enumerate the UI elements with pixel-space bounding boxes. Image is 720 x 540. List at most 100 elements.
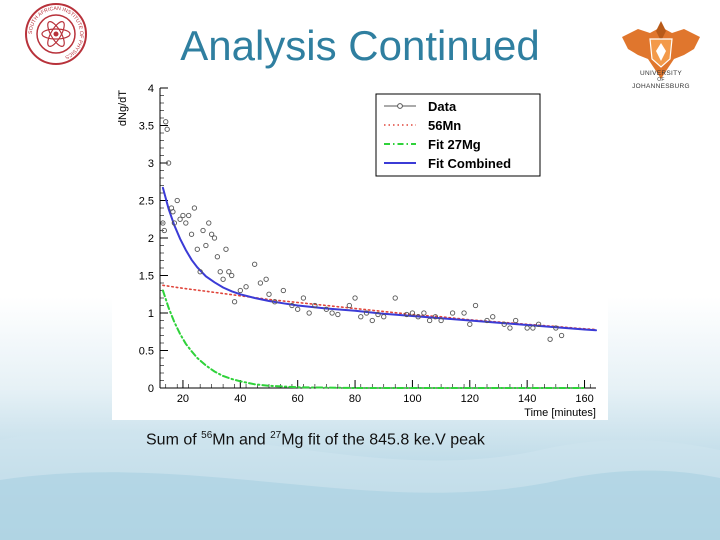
y-tick-label: 0.5 bbox=[139, 346, 154, 358]
chart-panel: 0 0.5 1 1.5 2 2.5 3 3.5 4 20 40 60 80 100 120 140 160 Tim… bbox=[112, 78, 608, 420]
data-point bbox=[530, 325, 536, 331]
y-tick-label: 4 bbox=[148, 83, 154, 95]
data-point bbox=[226, 269, 232, 275]
data-point bbox=[252, 261, 258, 267]
x-tick-label: 160 bbox=[575, 393, 593, 405]
data-point bbox=[163, 119, 169, 125]
data-point bbox=[171, 220, 177, 226]
data-point bbox=[231, 299, 238, 305]
data-point bbox=[164, 126, 170, 132]
x-axis-label: Time [minutes] bbox=[524, 407, 596, 419]
data-point bbox=[161, 227, 167, 234]
mn56-fit-line bbox=[162, 284, 597, 331]
data-point bbox=[535, 321, 542, 327]
y-tick-label: 1.5 bbox=[139, 271, 154, 283]
data-point bbox=[438, 317, 444, 324]
uj-logo-line1: UNIVERSITY bbox=[639, 70, 682, 77]
data-point bbox=[229, 272, 235, 279]
slide-title: Analysis Continued bbox=[180, 22, 540, 69]
uj-logo-line3: JOHANNESBURG bbox=[632, 83, 690, 90]
data-point bbox=[208, 231, 215, 237]
data-point bbox=[352, 295, 358, 301]
data-point bbox=[237, 287, 243, 294]
data-point bbox=[490, 314, 496, 320]
x-tick-label: 60 bbox=[292, 393, 304, 405]
data-point bbox=[461, 310, 467, 316]
x-tick-label: 120 bbox=[461, 393, 479, 405]
data-point bbox=[197, 269, 203, 275]
data-point bbox=[381, 314, 387, 320]
data-point bbox=[547, 336, 553, 342]
data-point bbox=[432, 314, 439, 320]
data-point bbox=[217, 269, 223, 275]
data-point bbox=[409, 310, 416, 316]
data-point bbox=[220, 276, 226, 282]
data-point bbox=[426, 317, 433, 324]
data-point bbox=[449, 310, 456, 316]
data-point bbox=[214, 254, 221, 260]
data-point bbox=[170, 209, 176, 215]
legend-label: Fit 27Mg bbox=[428, 137, 481, 152]
data-point bbox=[507, 325, 513, 331]
data-point bbox=[312, 302, 318, 309]
uj-logo-line2: OF bbox=[657, 77, 665, 83]
y-tick-label: 1 bbox=[148, 308, 154, 320]
data-point bbox=[211, 235, 218, 241]
y-tick-label: 3 bbox=[148, 158, 154, 170]
data-point bbox=[553, 325, 559, 331]
data-point bbox=[306, 310, 312, 316]
y-axis-label: dNg/dT bbox=[117, 90, 129, 126]
x-tick-label: 80 bbox=[349, 393, 361, 405]
data-point bbox=[263, 276, 269, 282]
mg27-fit-line bbox=[161, 289, 586, 389]
y-tick-label: 2 bbox=[148, 233, 154, 245]
data-point bbox=[329, 310, 335, 316]
slide-caption: Sum of 56Mn and 27Mg fit of the 845.8 ke… bbox=[146, 430, 485, 449]
data-point bbox=[300, 295, 307, 301]
data-point bbox=[404, 311, 410, 318]
y-tick-label: 3.5 bbox=[139, 121, 154, 133]
data-point bbox=[472, 302, 479, 309]
combined-fit-line bbox=[161, 186, 597, 332]
data-point bbox=[160, 220, 166, 226]
data-point bbox=[323, 306, 330, 312]
data-point bbox=[186, 212, 192, 219]
data-point bbox=[177, 216, 183, 222]
data-point bbox=[392, 295, 398, 301]
data-point bbox=[558, 332, 565, 339]
data-point bbox=[174, 197, 180, 204]
y-tick-label: 0 bbox=[148, 383, 154, 395]
data-point bbox=[289, 302, 295, 309]
data-point bbox=[358, 314, 364, 320]
data-point bbox=[280, 287, 286, 294]
x-tick-label: 100 bbox=[403, 393, 421, 405]
data-point bbox=[415, 314, 421, 320]
data-point bbox=[363, 310, 370, 316]
uj-logo-icon bbox=[622, 21, 700, 79]
caption-iso2-mass: 27 bbox=[270, 430, 282, 441]
data-point bbox=[203, 242, 209, 249]
data-point bbox=[272, 299, 278, 305]
legend-label: 56Mn bbox=[428, 118, 461, 133]
background-wave bbox=[0, 429, 720, 540]
saip-logo-icon: SOUTH AFRICAN INSTITUTE OF PHYSICS bbox=[25, 3, 87, 65]
x-tick-label: 20 bbox=[177, 393, 189, 405]
legend-swatch-data-marker bbox=[397, 103, 403, 109]
x-tick-label: 40 bbox=[234, 393, 246, 405]
data-point bbox=[165, 160, 172, 166]
data-point bbox=[200, 227, 206, 234]
data-point bbox=[188, 231, 195, 237]
data-point bbox=[501, 321, 507, 327]
data-point bbox=[335, 311, 341, 318]
data-point bbox=[257, 280, 264, 286]
data-point bbox=[369, 317, 375, 324]
caption-iso1-mass: 56 bbox=[201, 430, 213, 441]
data-point bbox=[524, 325, 530, 331]
data-point bbox=[206, 220, 212, 226]
data-point bbox=[183, 220, 189, 226]
caption-iso1: Mn and bbox=[212, 431, 271, 449]
data-point bbox=[467, 321, 473, 327]
data-point bbox=[295, 306, 301, 312]
data-point bbox=[375, 311, 381, 318]
legend-label: Data bbox=[428, 99, 457, 114]
